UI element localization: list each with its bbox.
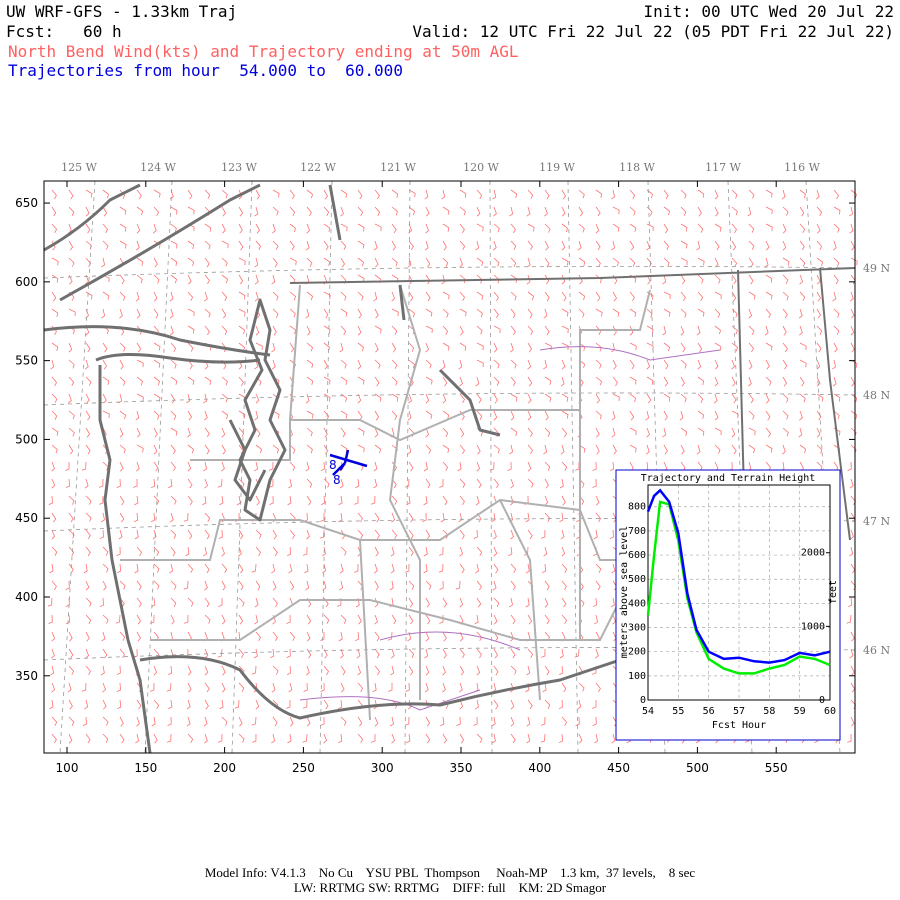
- x-tick-label: 300: [371, 761, 394, 775]
- map: 8 8 100 150 200 250 300 350 400 450 500 550350400…: [15, 161, 890, 775]
- x-tick-label: 550: [765, 761, 788, 775]
- x-tick-label: 57: [733, 706, 745, 717]
- rivers: [299, 346, 721, 711]
- latitude-label: 47 N: [863, 515, 890, 528]
- y-tick-label: 500: [15, 432, 38, 446]
- y-tick-label: 200: [628, 647, 646, 658]
- longitude-label: 121 W: [380, 161, 416, 174]
- y-tick-label: 350: [15, 669, 38, 683]
- longitude-label: 120 W: [463, 161, 499, 174]
- map-frame: [43, 180, 856, 754]
- y-tick-label: 300: [628, 623, 646, 634]
- longitude-label: 124 W: [140, 161, 176, 174]
- trajectory-marker: [329, 449, 368, 476]
- inset-chart: Trajectory and Terrain Height Fcst Hour …: [615, 469, 841, 741]
- coastline: [43, 183, 701, 754]
- series-line: [646, 488, 831, 664]
- x-tick-label: 100: [56, 761, 79, 775]
- x-tick-label: 56: [703, 706, 715, 717]
- y2-tick-label: 1000: [801, 621, 825, 632]
- wind-barbs: [47, 189, 858, 744]
- trajectory-label: 8: [329, 458, 337, 472]
- latitude-label: 49 N: [863, 262, 890, 275]
- title: UW WRF-GFS - 1.33km Traj: [6, 2, 237, 21]
- longitude-label: 117 W: [705, 161, 741, 174]
- x-tick-label: 58: [763, 706, 775, 717]
- trajectory-label: 8: [333, 473, 341, 487]
- inset-frame: [615, 469, 841, 741]
- y-tick-label: 700: [628, 526, 646, 537]
- y-tick-label: 600: [15, 275, 38, 289]
- footer-line: LW: RRTMG SW: RRTMG DIFF: full KM: 2D Sm…: [294, 880, 607, 895]
- longitude-label: 116 W: [784, 161, 820, 174]
- init-time: Init: 00 UTC Wed 20 Jul 22: [644, 2, 894, 21]
- inset-title: Trajectory and Terrain Height: [641, 473, 816, 484]
- footer-line: Model Info: V4.1.3 No Cu YSU PBL Thompso…: [205, 865, 695, 880]
- x-tick-label: 400: [528, 761, 551, 775]
- y-tick-label: 450: [15, 511, 38, 525]
- longitude-label: 122 W: [300, 161, 336, 174]
- y-tick-label: 600: [628, 550, 646, 561]
- longitude-label: 125 W: [61, 161, 97, 174]
- subtitle: North Bend Wind(kts) and Trajectory endi…: [8, 42, 519, 61]
- longitude-label: 123 W: [221, 161, 257, 174]
- y-axis-label: meters above sea level: [619, 526, 630, 658]
- x-tick-label: 450: [607, 761, 630, 775]
- y-tick-label: 400: [15, 590, 38, 604]
- trajectory-range: Trajectories from hour 54.000 to 60.000: [8, 61, 403, 80]
- longitude-label: 119 W: [539, 161, 575, 174]
- county-borders: [120, 284, 740, 721]
- y-tick-label: 550: [15, 354, 38, 368]
- x-tick-label: 250: [292, 761, 315, 775]
- x-tick-label: 150: [134, 761, 157, 775]
- x-axis-label: Fcst Hour: [712, 720, 766, 731]
- forecast-hour: Fcst: 60 h: [6, 22, 122, 41]
- series-line: [646, 500, 831, 675]
- latitude-label: 46 N: [863, 644, 890, 657]
- longitude-label: 118 W: [619, 161, 655, 174]
- x-tick-label: 200: [213, 761, 236, 775]
- y-tick-label: 0: [640, 695, 646, 706]
- y2-axis-label: feet: [828, 580, 839, 604]
- x-tick-label: 55: [672, 706, 684, 717]
- valid-time: Valid: 12 UTC Fri 22 Jul 22 (05 PDT Fri …: [412, 22, 894, 41]
- wind-barb: [47, 189, 858, 744]
- y-tick-label: 400: [628, 598, 646, 609]
- y-tick-label: 800: [628, 502, 646, 513]
- x-tick-label: 500: [686, 761, 709, 775]
- y2-tick-label: 2000: [801, 548, 825, 559]
- x-tick-label: 350: [450, 761, 473, 775]
- plot-frame: [647, 484, 831, 701]
- y-tick-label: 650: [15, 196, 38, 210]
- x-tick-label: 60: [824, 706, 836, 717]
- x-tick-label: 59: [794, 706, 806, 717]
- x-tick-label: 54: [642, 706, 654, 717]
- y-tick-label: 500: [628, 574, 646, 585]
- y-tick-label: 100: [628, 671, 646, 682]
- latitude-label: 48 N: [863, 389, 890, 402]
